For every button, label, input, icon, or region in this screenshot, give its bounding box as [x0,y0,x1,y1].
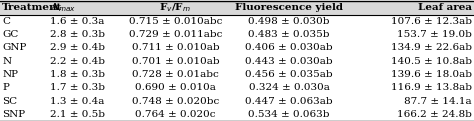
Text: GC: GC [2,30,19,39]
Text: SC: SC [2,97,18,106]
Text: 1.3 ± 0.4a: 1.3 ± 0.4a [50,97,104,106]
Text: 2.8 ± 0.3b: 2.8 ± 0.3b [50,30,105,39]
Text: 0.728 ± 0.01abc: 0.728 ± 0.01abc [132,70,219,79]
Text: 0.324 ± 0.030a: 0.324 ± 0.030a [249,83,329,92]
Text: C: C [2,17,10,26]
Text: 0.690 ± 0.010a: 0.690 ± 0.010a [135,83,216,92]
Text: 2.2 ± 0.4b: 2.2 ± 0.4b [50,57,105,66]
Text: 0.711 ± 0.010ab: 0.711 ± 0.010ab [132,43,219,52]
Text: 0.729 ± 0.011abc: 0.729 ± 0.011abc [129,30,222,39]
Text: 139.6 ± 18.0ab: 139.6 ± 18.0ab [391,70,472,79]
Text: GNP: GNP [2,43,27,52]
Text: 0.447 ± 0.063ab: 0.447 ± 0.063ab [246,97,333,106]
Text: Leaf area: Leaf area [418,3,472,12]
Text: Treatment: Treatment [2,3,63,12]
Text: 0.764 ± 0.020c: 0.764 ± 0.020c [135,110,216,119]
Text: 0.443 ± 0.030ab: 0.443 ± 0.030ab [246,57,333,66]
Text: 1.8 ± 0.3b: 1.8 ± 0.3b [50,70,105,79]
Text: 2.1 ± 0.5b: 2.1 ± 0.5b [50,110,105,119]
Bar [0,1,474,15]
Text: 0.456 ± 0.035ab: 0.456 ± 0.035ab [246,70,333,79]
Text: 0.701 ± 0.010ab: 0.701 ± 0.010ab [132,57,219,66]
Text: 134.9 ± 22.6ab: 134.9 ± 22.6ab [391,43,472,52]
Text: SNP: SNP [2,110,26,119]
Text: N: N [2,57,11,66]
Text: 0.498 ± 0.030b: 0.498 ± 0.030b [248,17,330,26]
Text: 153.7 ± 19.0b: 153.7 ± 19.0b [397,30,472,39]
Text: 87.7 ± 14.1a: 87.7 ± 14.1a [404,97,472,106]
Text: 1.6 ± 0.3a: 1.6 ± 0.3a [50,17,104,26]
Text: 140.5 ± 10.8ab: 140.5 ± 10.8ab [391,57,472,66]
Text: A$_{max}$: A$_{max}$ [50,1,76,14]
Text: 0.534 ± 0.063b: 0.534 ± 0.063b [248,110,330,119]
Text: 0.715 ± 0.010abc: 0.715 ± 0.010abc [129,17,222,26]
Text: 0.406 ± 0.030ab: 0.406 ± 0.030ab [246,43,333,52]
Text: 1.7 ± 0.3b: 1.7 ± 0.3b [50,83,105,92]
Text: P: P [2,83,9,92]
Text: 0.748 ± 0.020bc: 0.748 ± 0.020bc [132,97,219,106]
Text: F$_v$/F$_m$: F$_v$/F$_m$ [159,1,191,14]
Text: 0.483 ± 0.035b: 0.483 ± 0.035b [248,30,330,39]
Text: Fluorescence yield: Fluorescence yield [235,3,343,12]
Text: 166.2 ± 24.8b: 166.2 ± 24.8b [397,110,472,119]
Text: 107.6 ± 12.3ab: 107.6 ± 12.3ab [391,17,472,26]
Text: 2.9 ± 0.4b: 2.9 ± 0.4b [50,43,105,52]
Text: NP: NP [2,70,18,79]
Text: 116.9 ± 13.8ab: 116.9 ± 13.8ab [391,83,472,92]
